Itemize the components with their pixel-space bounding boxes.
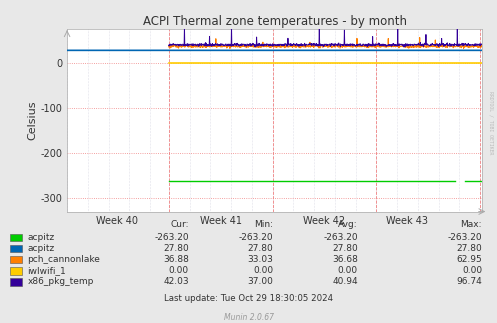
Text: 0.00: 0.00 (169, 266, 189, 276)
Text: 62.95: 62.95 (456, 255, 482, 264)
Text: Max:: Max: (461, 220, 482, 229)
Text: iwlwifi_1: iwlwifi_1 (27, 266, 66, 276)
Text: pch_cannonlake: pch_cannonlake (27, 255, 100, 264)
Text: 27.80: 27.80 (163, 244, 189, 253)
Text: 0.00: 0.00 (253, 266, 273, 276)
Text: 33.03: 33.03 (248, 255, 273, 264)
Text: 37.00: 37.00 (248, 277, 273, 287)
Text: Cur:: Cur: (170, 220, 189, 229)
Text: 96.74: 96.74 (456, 277, 482, 287)
Text: -263.20: -263.20 (447, 233, 482, 242)
Text: RRDTOOL / TOBI OETIKER: RRDTOOL / TOBI OETIKER (489, 91, 494, 154)
Text: x86_pkg_temp: x86_pkg_temp (27, 277, 94, 287)
Text: 40.94: 40.94 (332, 277, 358, 287)
Text: -263.20: -263.20 (154, 233, 189, 242)
Text: 0.00: 0.00 (462, 266, 482, 276)
Text: Last update: Tue Oct 29 18:30:05 2024: Last update: Tue Oct 29 18:30:05 2024 (164, 294, 333, 303)
Text: acpitz: acpitz (27, 233, 55, 242)
Text: 27.80: 27.80 (248, 244, 273, 253)
Text: Min:: Min: (254, 220, 273, 229)
Text: 36.68: 36.68 (332, 255, 358, 264)
Y-axis label: Celsius: Celsius (27, 100, 37, 140)
Text: acpitz: acpitz (27, 244, 55, 253)
Text: -263.20: -263.20 (323, 233, 358, 242)
Text: 27.80: 27.80 (332, 244, 358, 253)
Text: 36.88: 36.88 (163, 255, 189, 264)
Text: 42.03: 42.03 (163, 277, 189, 287)
Text: Munin 2.0.67: Munin 2.0.67 (224, 313, 273, 322)
Text: Avg:: Avg: (338, 220, 358, 229)
Title: ACPI Thermal zone temperatures - by month: ACPI Thermal zone temperatures - by mont… (143, 15, 407, 28)
Text: -263.20: -263.20 (239, 233, 273, 242)
Text: 0.00: 0.00 (338, 266, 358, 276)
Text: 27.80: 27.80 (456, 244, 482, 253)
